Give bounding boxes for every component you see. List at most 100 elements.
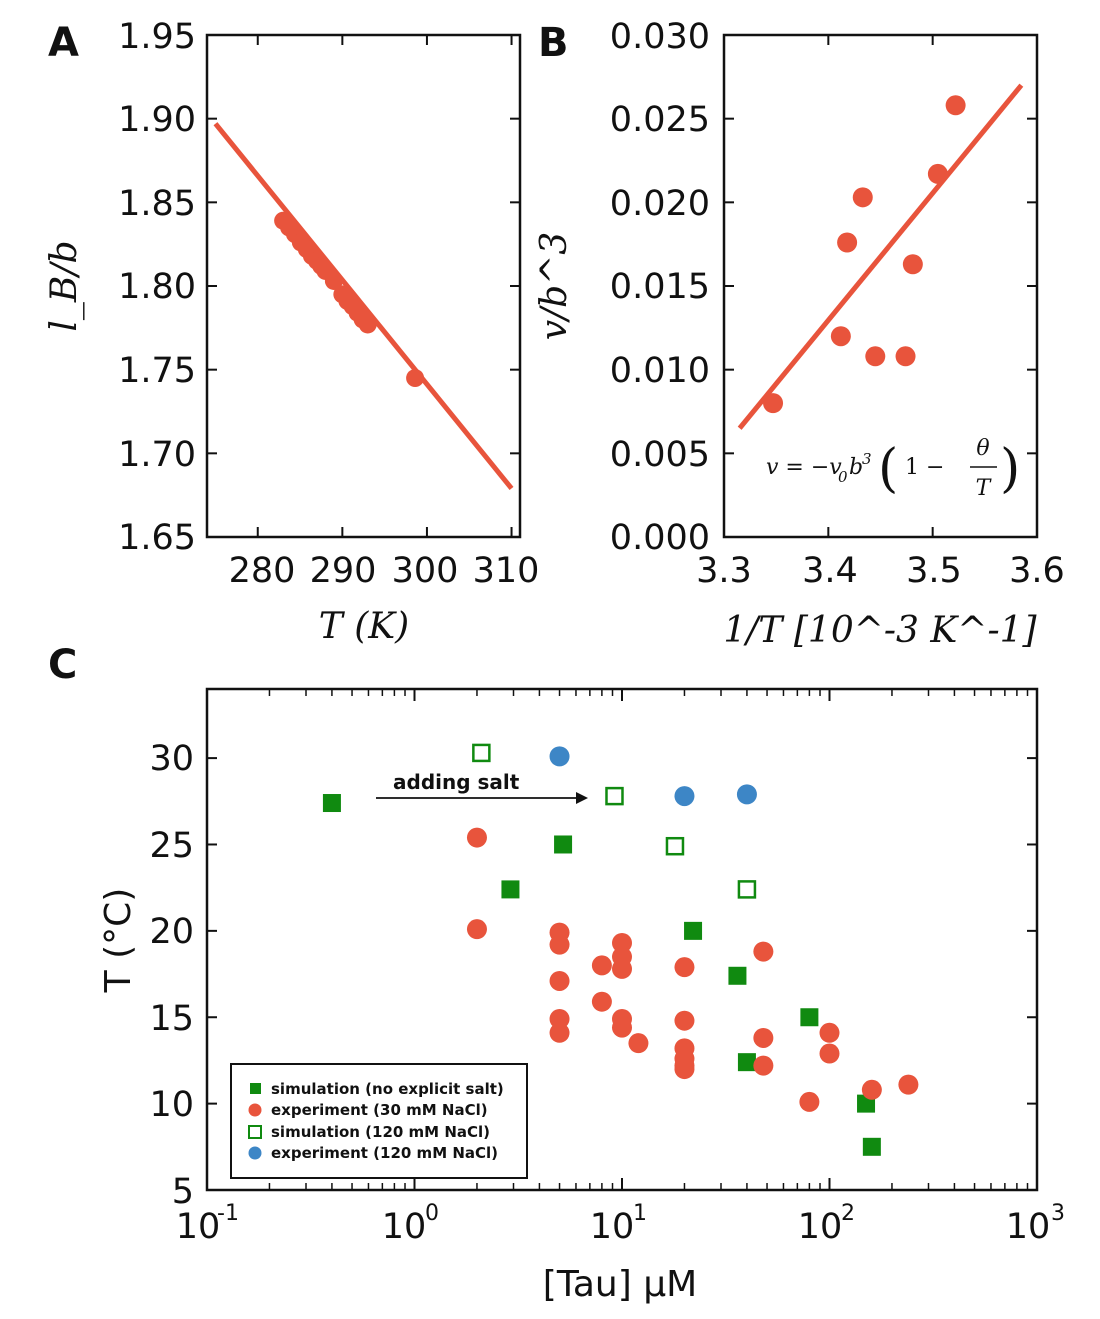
a-ytick-1.85: 1.85 [118, 184, 196, 224]
c-legend: simulation (no explicit salt) experiment… [230, 1063, 528, 1179]
c-series0-point-0 [322, 794, 341, 813]
a-ytick-1.70: 1.70 [118, 435, 196, 475]
c-series1-point-3 [549, 934, 570, 955]
b-ytick-0.000: 0.000 [610, 518, 710, 558]
b-point-7 [927, 163, 948, 184]
b-ytick-0.030: 0.030 [610, 17, 710, 57]
svg-text:10: 10 [1006, 1207, 1051, 1247]
c-series1-point-15 [674, 957, 695, 978]
a-point-15 [358, 315, 377, 334]
legend-label-exp-30: experiment (30 mM NaCl) [271, 1101, 488, 1119]
b-ylabel: v/b^3 [534, 232, 575, 341]
c-series1-point-28 [898, 1074, 919, 1095]
a-xtick-300: 300 [392, 551, 459, 591]
a-ytick-1.95: 1.95 [118, 17, 196, 57]
eq-num: θ [976, 436, 989, 461]
legend-marker-exp-120 [248, 1146, 262, 1160]
b-point-4 [865, 346, 886, 367]
b-point-8 [945, 95, 966, 116]
svg-text:10: 10 [590, 1207, 635, 1247]
c-xtick-100: 102 [798, 1201, 855, 1247]
eq-paren-right: ) [1000, 439, 1020, 499]
c-series3-point-0 [549, 746, 570, 767]
c-ytick-10: 10 [149, 1085, 194, 1125]
panel-c-frame [205, 687, 1039, 1192]
c-legend-box [230, 1063, 528, 1179]
a-xtick-290: 290 [310, 551, 377, 591]
b-ytick-0.025: 0.025 [610, 100, 710, 140]
c-series1-point-1 [466, 919, 487, 940]
c-series0-point-4 [728, 966, 747, 985]
a-point-16 [406, 369, 425, 388]
c-series1-point-27 [861, 1079, 882, 1100]
b-ytick-0.005: 0.005 [610, 435, 710, 475]
c-annotation-arrowhead [576, 792, 588, 804]
c-ytick-30: 30 [149, 739, 194, 779]
c-series2-point-1 [605, 786, 624, 806]
c-series1-point-23 [753, 1055, 774, 1076]
b-xtick-3.3: 3.3 [696, 551, 752, 591]
c-ylabel: T (°C) [98, 888, 139, 994]
a-ytick-1.75: 1.75 [118, 351, 196, 391]
c-series2-point-2 [665, 836, 685, 856]
svg-text:10: 10 [382, 1207, 427, 1247]
c-series0-point-2 [554, 835, 573, 854]
a-ytick-1.65: 1.65 [118, 518, 196, 558]
c-xtick-1000: 10 3 [1006, 1201, 1065, 1247]
eq-one: 1 − [905, 455, 944, 480]
svg-text:-1: -1 [217, 1201, 239, 1226]
c-series1-point-24 [799, 1091, 820, 1112]
svg-text:10: 10 [176, 1207, 221, 1247]
c-series1-point-9 [612, 932, 632, 953]
svg-text:3: 3 [1051, 1201, 1065, 1226]
a-ytick-1.90: 1.90 [118, 100, 196, 140]
b-xtick-3.6: 3.6 [1009, 551, 1065, 591]
b-xlabel: 1/T [10^-3 K^-1] [723, 610, 1037, 651]
b-point-5 [895, 346, 916, 367]
legend-label-sim-no-salt: simulation (no explicit salt) [271, 1080, 504, 1098]
c-ytick-25: 25 [149, 826, 194, 866]
c-series2-point-3 [737, 880, 757, 899]
a-point-9 [324, 271, 343, 290]
b-point-2 [837, 232, 858, 253]
c-series0-point-1 [501, 880, 520, 899]
a-ytick-1.80: 1.80 [118, 267, 196, 307]
c-series2-point-0 [472, 743, 491, 763]
b-ytick-0.010: 0.010 [610, 351, 710, 391]
c-series1-point-11 [612, 958, 632, 979]
c-xlabel: [Tau] μM [543, 1264, 697, 1305]
b-fit-line [737, 83, 1024, 430]
b-point-3 [852, 187, 873, 208]
legend-marker-sim-no-salt [250, 1083, 261, 1094]
legend-label-exp-120: experiment (120 mM NaCl) [271, 1144, 498, 1162]
b-point-6 [902, 254, 923, 275]
b-ytick-0.015: 0.015 [610, 267, 710, 307]
svg-text:10: 10 [798, 1207, 843, 1247]
b-point-1 [830, 326, 851, 347]
panel-a-label: A [48, 20, 79, 66]
eq-sub: 0 [838, 468, 848, 486]
a-xtick-280: 280 [229, 551, 296, 591]
panel-b: B 0.030 0.025 0.020 0.015 0.010 0.005 0.… [534, 17, 1065, 651]
c-series3-point-1 [674, 786, 695, 807]
c-series1-point-26 [819, 1043, 840, 1064]
c-series1-point-4 [549, 970, 570, 991]
c-xtick-10: 101 [590, 1201, 647, 1247]
c-ytick-15: 15 [149, 999, 194, 1039]
c-series1-point-6 [549, 1022, 570, 1043]
panel-a: A 1.95 1.90 1.85 1.80 1.75 1.70 1.65 280… [44, 17, 539, 647]
panel-b-frame [722, 33, 1039, 539]
a-ylabel: l_B/b [44, 240, 85, 331]
c-series1-point-22 [753, 1027, 774, 1048]
c-annotation-adding-salt: adding salt [393, 770, 520, 794]
c-series0-point-8 [862, 1137, 881, 1156]
c-series3-point-2 [736, 784, 757, 805]
c-series1-point-25 [819, 1022, 840, 1043]
c-series1-point-5 [549, 1008, 570, 1029]
panel-b-label: B [538, 20, 569, 66]
b-ytick-0.020: 0.020 [610, 184, 710, 224]
c-series1-point-14 [628, 1033, 649, 1054]
c-ytick-20: 20 [149, 912, 194, 952]
b-xtick-3.5: 3.5 [906, 551, 962, 591]
